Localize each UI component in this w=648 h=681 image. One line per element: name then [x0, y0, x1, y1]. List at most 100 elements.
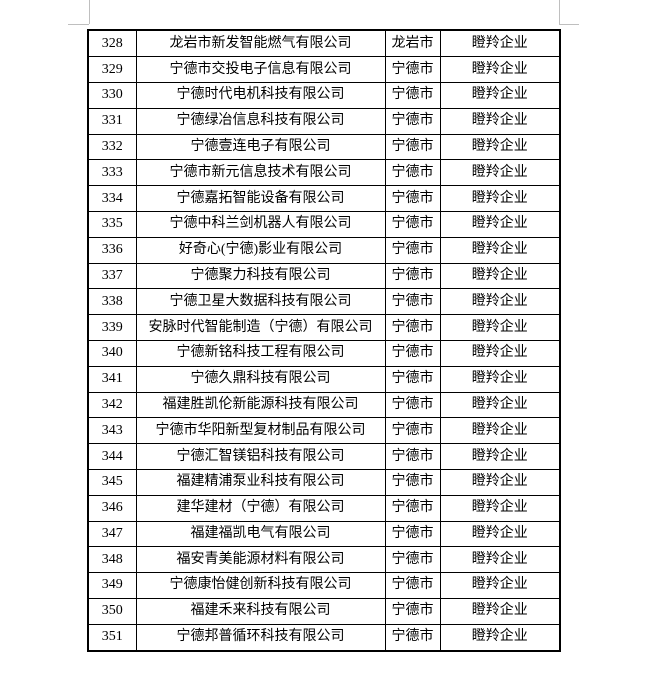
- cell-category: 瞪羚企业: [439, 468, 561, 496]
- table-row: 340 宁德新铭科技工程有限公司 宁德市 瞪羚企业: [87, 339, 561, 367]
- cell-category: 瞪羚企业: [439, 288, 561, 316]
- cell-company-name: 福建禾来科技有限公司: [135, 597, 386, 625]
- cell-company-name: 好奇心(宁德)影业有限公司: [135, 236, 386, 264]
- cell-company-name: 宁德市华阳新型复材制品有限公司: [135, 417, 386, 445]
- cell-index: 334: [87, 185, 137, 212]
- crop-mark-top-left-vertical: [89, 0, 90, 24]
- cell-index: 348: [87, 546, 137, 574]
- cell-company-name: 福建精浦泵业科技有限公司: [135, 468, 386, 496]
- table-row: 347 福建福凯电气有限公司 宁德市 瞪羚企业: [87, 520, 561, 548]
- cell-company-name: 龙岩市新发智能燃气有限公司: [135, 29, 386, 58]
- cell-index: 329: [87, 56, 137, 83]
- cell-category: 瞪羚企业: [439, 572, 561, 599]
- cell-company-name: 宁德康怡健创新科技有限公司: [135, 572, 386, 599]
- company-table: 328 龙岩市新发智能燃气有限公司 龙岩市 瞪羚企业 329 宁德市交投电子信息有限公司宁…: [87, 29, 561, 652]
- table-row: 332 宁德壹连电子有限公司 宁德市 瞪羚企业: [87, 133, 561, 161]
- cell-company-name: 福建胜凯伦新能源科技有限公司: [135, 391, 386, 419]
- cell-category: 瞪羚企业: [439, 262, 561, 290]
- cell-index: 342: [87, 391, 137, 419]
- cell-category: 瞪羚企业: [439, 417, 561, 445]
- cell-company-name: 宁德嘉拓智能设备有限公司: [135, 185, 386, 212]
- crop-mark-top-left-horizontal: [68, 24, 89, 25]
- cell-city: 宁德市: [384, 572, 441, 599]
- table-row: 329 宁德市交投电子信息有限公司 宁德市 瞪羚企业: [87, 56, 561, 83]
- table-row: 339 安脉时代智能制造（宁德）有限公司 宁德市 瞪羚企业: [87, 314, 561, 341]
- cell-city: 宁德市: [384, 520, 441, 548]
- cell-company-name: 宁德久鼎科技有限公司: [135, 365, 386, 393]
- cell-company-name: 宁德市交投电子信息有限公司: [135, 56, 386, 83]
- cell-city: 宁德市: [384, 210, 441, 238]
- table-row: 334 宁德嘉拓智能设备有限公司 宁德市 瞪羚企业: [87, 185, 561, 212]
- table-row: 338 宁德卫星大数据科技有限公司 宁德市 瞪羚企业: [87, 288, 561, 316]
- cell-category: 瞪羚企业: [439, 210, 561, 238]
- cell-index: 330: [87, 81, 137, 109]
- cell-city: 宁德市: [384, 365, 441, 393]
- table-row: 350 福建禾来科技有限公司 宁德市 瞪羚企业: [87, 597, 561, 625]
- table-row: 351 宁德邦普循环科技有限公司 宁德市 瞪羚企业: [87, 623, 561, 652]
- cell-company-name: 福建福凯电气有限公司: [135, 520, 386, 548]
- table-row: 349 宁德康怡健创新科技有限公司 宁德市 瞪羚企业: [87, 572, 561, 599]
- crop-mark-top-right-vertical: [559, 0, 560, 25]
- cell-city: 宁德市: [384, 288, 441, 316]
- cell-index: 346: [87, 494, 137, 522]
- cell-index: 347: [87, 520, 137, 548]
- cell-city: 宁德市: [384, 159, 441, 187]
- cell-category: 瞪羚企业: [439, 520, 561, 548]
- cell-city: 宁德市: [384, 623, 441, 652]
- cell-index: 344: [87, 443, 137, 470]
- cell-index: 333: [87, 159, 137, 187]
- cell-company-name: 福安青美能源材料有限公司: [135, 546, 386, 574]
- cell-index: 331: [87, 107, 137, 135]
- cell-city: 龙岩市: [384, 29, 441, 58]
- cell-company-name: 宁德邦普循环科技有限公司: [135, 623, 386, 652]
- cell-index: 335: [87, 210, 137, 238]
- table-row: 333 宁德市新元信息技术有限公司 宁德市 瞪羚企业: [87, 159, 561, 187]
- cell-city: 宁德市: [384, 133, 441, 161]
- cell-city: 宁德市: [384, 107, 441, 135]
- cell-index: 350: [87, 597, 137, 625]
- cell-city: 宁德市: [384, 597, 441, 625]
- cell-city: 宁德市: [384, 339, 441, 367]
- cell-index: 337: [87, 262, 137, 290]
- cell-index: 339: [87, 314, 137, 341]
- cell-city: 宁德市: [384, 236, 441, 264]
- table-row: 330 宁德时代电机科技有限公司 宁德市 瞪羚企业: [87, 81, 561, 109]
- cell-category: 瞪羚企业: [439, 185, 561, 212]
- cell-index: 340: [87, 339, 137, 367]
- cell-index: 349: [87, 572, 137, 599]
- cell-category: 瞪羚企业: [439, 29, 561, 58]
- cell-company-name: 宁德卫星大数据科技有限公司: [135, 288, 386, 316]
- table-row: 348 福安青美能源材料有限公司 宁德市 瞪羚企业: [87, 546, 561, 574]
- table-row: 336 好奇心(宁德)影业有限公司 宁德市 瞪羚企业: [87, 236, 561, 264]
- cell-category: 瞪羚企业: [439, 236, 561, 264]
- cell-city: 宁德市: [384, 262, 441, 290]
- cell-company-name: 宁德中科兰剑机器人有限公司: [135, 210, 386, 238]
- cell-category: 瞪羚企业: [439, 365, 561, 393]
- cell-category: 瞪羚企业: [439, 546, 561, 574]
- cell-city: 宁德市: [384, 314, 441, 341]
- cell-city: 宁德市: [384, 391, 441, 419]
- cell-category: 瞪羚企业: [439, 597, 561, 625]
- table-body: 328 龙岩市新发智能燃气有限公司 龙岩市 瞪羚企业 329 宁德市交投电子信息有限公司宁…: [87, 29, 561, 652]
- table-row: 335 宁德中科兰剑机器人有限公司 宁德市 瞪羚企业: [87, 210, 561, 238]
- cell-company-name: 安脉时代智能制造（宁德）有限公司: [135, 314, 386, 341]
- cell-index: 328: [87, 29, 137, 58]
- cell-category: 瞪羚企业: [439, 494, 561, 522]
- cell-index: 341: [87, 365, 137, 393]
- cell-city: 宁德市: [384, 468, 441, 496]
- cell-company-name: 宁德汇智镁铝科技有限公司: [135, 443, 386, 470]
- cell-city: 宁德市: [384, 56, 441, 83]
- table-row: 331 宁德绿冶信息科技有限公司 宁德市 瞪羚企业: [87, 107, 561, 135]
- table-row: 337 宁德聚力科技有限公司 宁德市 瞪羚企业: [87, 262, 561, 290]
- cell-category: 瞪羚企业: [439, 107, 561, 135]
- cell-company-name: 建华建材（宁德）有限公司: [135, 494, 386, 522]
- cell-index: 336: [87, 236, 137, 264]
- cell-city: 宁德市: [384, 417, 441, 445]
- cell-category: 瞪羚企业: [439, 443, 561, 470]
- cell-company-name: 宁德新铭科技工程有限公司: [135, 339, 386, 367]
- cell-city: 宁德市: [384, 546, 441, 574]
- cell-index: 332: [87, 133, 137, 161]
- table-row: 344 宁德汇智镁铝科技有限公司 宁德市 瞪羚企业: [87, 443, 561, 470]
- cell-city: 宁德市: [384, 443, 441, 470]
